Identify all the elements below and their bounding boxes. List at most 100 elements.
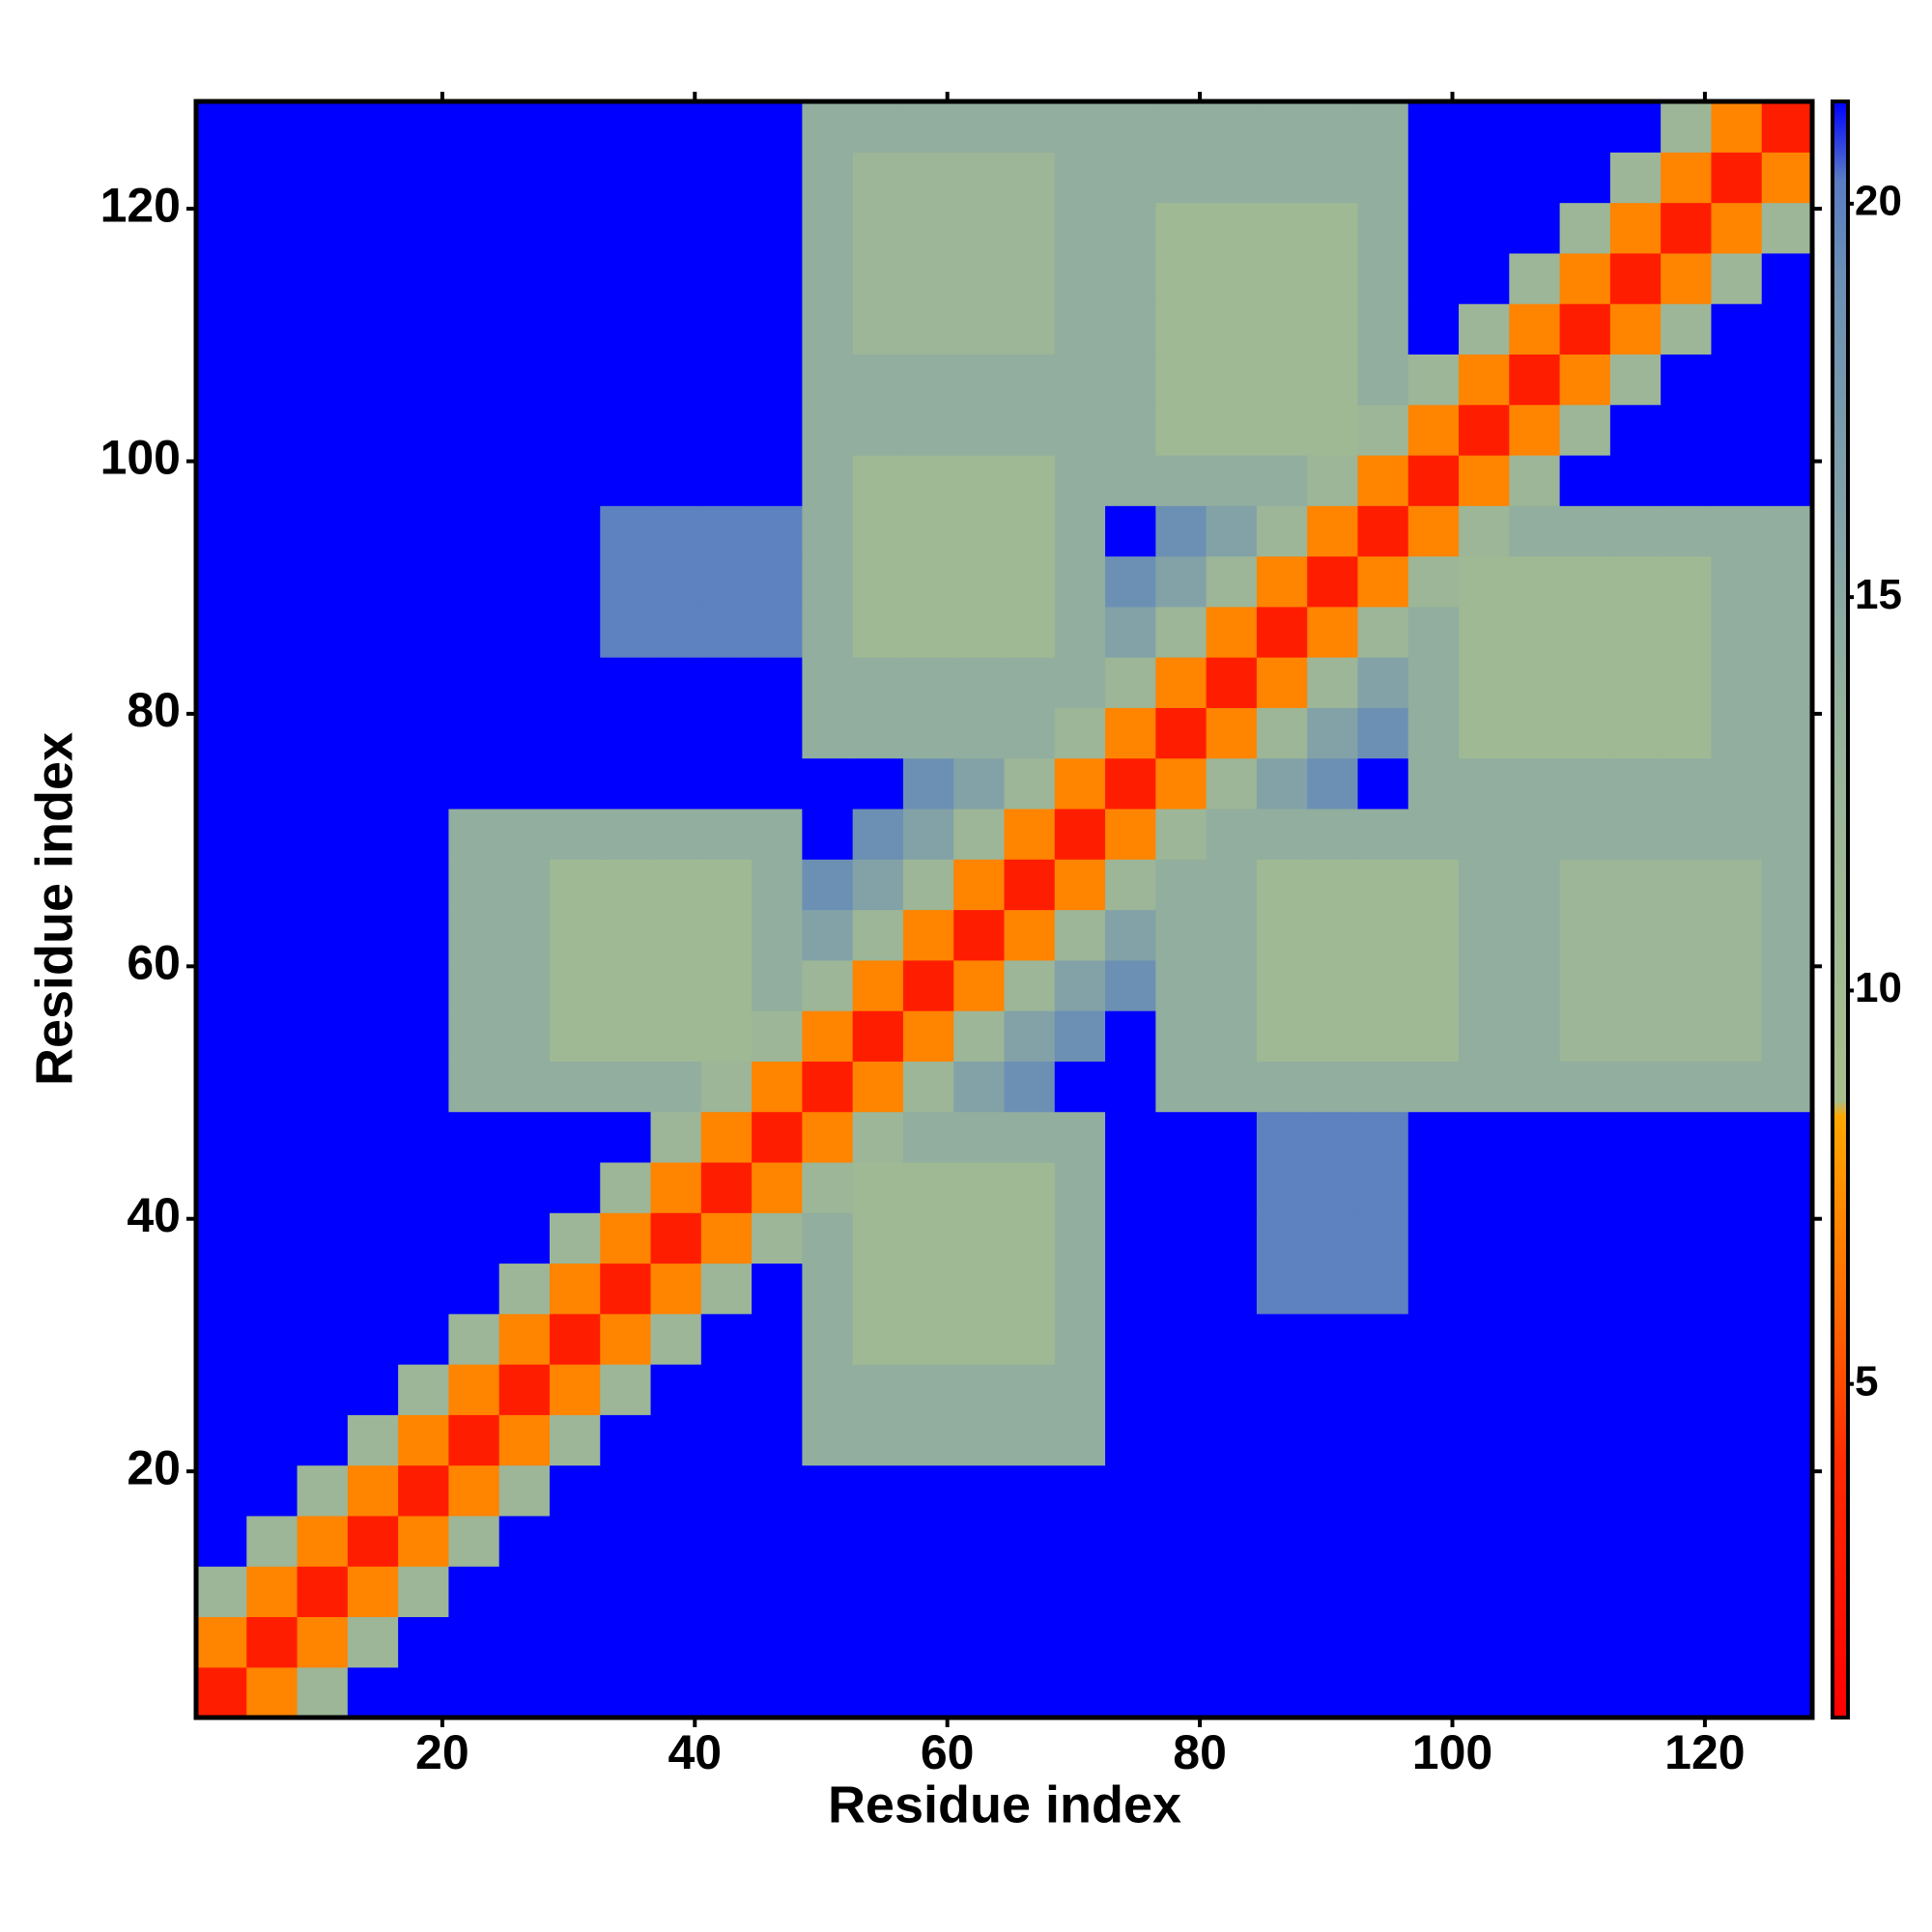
heatmap-cell bbox=[902, 252, 954, 304]
heatmap-cell bbox=[1004, 1414, 1056, 1466]
heatmap-cell bbox=[196, 1364, 247, 1415]
heatmap-cell bbox=[650, 1061, 702, 1113]
heatmap-cell bbox=[600, 959, 652, 1011]
heatmap-cell bbox=[752, 152, 803, 204]
heatmap-cell bbox=[752, 1263, 803, 1315]
heatmap-cell bbox=[902, 1212, 954, 1264]
heatmap-cell bbox=[196, 252, 247, 304]
heatmap-cell bbox=[498, 505, 551, 557]
heatmap-cell bbox=[1661, 757, 1713, 810]
heatmap-cell bbox=[1559, 404, 1611, 456]
heatmap-cell bbox=[1357, 657, 1409, 708]
heatmap-cell bbox=[1407, 1212, 1460, 1264]
heatmap-cell bbox=[1559, 1515, 1611, 1567]
heatmap-cell bbox=[953, 101, 1006, 153]
heatmap-cell bbox=[1004, 909, 1056, 961]
heatmap-cell bbox=[1357, 1515, 1409, 1567]
heatmap-cell bbox=[498, 1364, 551, 1415]
heatmap-cell bbox=[1105, 657, 1156, 708]
heatmap-cell bbox=[1459, 1364, 1510, 1415]
heatmap-cell bbox=[347, 152, 399, 204]
heatmap-cell bbox=[852, 354, 904, 406]
heatmap-cell bbox=[347, 454, 399, 506]
heatmap-cell bbox=[1509, 757, 1561, 810]
heatmap-cell bbox=[852, 252, 904, 304]
heatmap-cell bbox=[1256, 1616, 1308, 1668]
heatmap-cell bbox=[347, 1364, 399, 1415]
heatmap-cell bbox=[1661, 859, 1713, 911]
heatmap-cell bbox=[549, 808, 601, 860]
heatmap-cell bbox=[1307, 152, 1359, 204]
heatmap-cell bbox=[1459, 1111, 1510, 1163]
heatmap-cell bbox=[1256, 657, 1308, 708]
heatmap-cell bbox=[196, 1010, 247, 1062]
heatmap-cell bbox=[1609, 1212, 1662, 1264]
heatmap-cell bbox=[347, 303, 399, 355]
heatmap-cell bbox=[398, 1263, 450, 1315]
heatmap-cell bbox=[1004, 555, 1056, 608]
heatmap-cell bbox=[246, 454, 298, 506]
heatmap-cell bbox=[852, 859, 904, 911]
heatmap-cell bbox=[752, 202, 803, 254]
heatmap-cell bbox=[1609, 303, 1662, 355]
heatmap-cell bbox=[196, 657, 247, 708]
heatmap-cell bbox=[1004, 1515, 1056, 1567]
heatmap-cell bbox=[1761, 657, 1813, 708]
heatmap-cell bbox=[700, 1616, 753, 1668]
heatmap-cell bbox=[1155, 1161, 1208, 1213]
heatmap-cell bbox=[852, 1212, 904, 1264]
heatmap-cell bbox=[297, 1161, 349, 1213]
heatmap-cell bbox=[1155, 1212, 1208, 1264]
heatmap-cell bbox=[448, 1515, 500, 1567]
heatmap-cell bbox=[752, 1212, 803, 1264]
heatmap-cell bbox=[1004, 657, 1056, 708]
heatmap-cell bbox=[1307, 505, 1359, 557]
heatmap-cell bbox=[902, 1414, 954, 1466]
heatmap-cell bbox=[752, 1313, 803, 1365]
heatmap-cell bbox=[1459, 1161, 1510, 1213]
heatmap-cell bbox=[1459, 454, 1510, 506]
heatmap-cell bbox=[902, 202, 954, 254]
heatmap-cell bbox=[347, 101, 399, 153]
heatmap-cell bbox=[297, 152, 349, 204]
heatmap-cell bbox=[1307, 555, 1359, 608]
heatmap-cell bbox=[347, 1263, 399, 1315]
heatmap-cell bbox=[1407, 1414, 1460, 1466]
heatmap-cell bbox=[852, 1010, 904, 1062]
heatmap-cell bbox=[1509, 1566, 1561, 1618]
heatmap-cell bbox=[196, 202, 247, 254]
heatmap-cell bbox=[902, 859, 954, 911]
heatmap-cell bbox=[1661, 606, 1713, 658]
heatmap-cell bbox=[1307, 354, 1359, 406]
heatmap-cell bbox=[1105, 1161, 1156, 1213]
heatmap-cell bbox=[297, 707, 349, 759]
heatmap-cell bbox=[1357, 354, 1409, 406]
heatmap-cell bbox=[1407, 202, 1460, 254]
heatmap-cell bbox=[1761, 808, 1813, 860]
heatmap-cell bbox=[1559, 454, 1611, 506]
heatmap-cell bbox=[398, 555, 450, 608]
heatmap-cell bbox=[1206, 555, 1258, 608]
heatmap-cell bbox=[1761, 757, 1813, 810]
heatmap-cell bbox=[1609, 707, 1662, 759]
heatmap-cell bbox=[196, 757, 247, 810]
heatmap-cell bbox=[196, 1212, 247, 1264]
heatmap-cell bbox=[902, 152, 954, 204]
heatmap-cell bbox=[1206, 1616, 1258, 1668]
heatmap-cell bbox=[1357, 505, 1409, 557]
heatmap-cell bbox=[1256, 1061, 1308, 1113]
heatmap-cell bbox=[398, 757, 450, 810]
heatmap-cell bbox=[650, 152, 702, 204]
heatmap-cell bbox=[1711, 606, 1763, 658]
heatmap-cell bbox=[1711, 152, 1763, 204]
heatmap-cell bbox=[1054, 1212, 1106, 1264]
heatmap-cell bbox=[498, 1313, 551, 1365]
heatmap-cell bbox=[1307, 1061, 1359, 1113]
heatmap-cell bbox=[498, 1414, 551, 1466]
heatmap-cell bbox=[1509, 303, 1561, 355]
heatmap-cell bbox=[1609, 1616, 1662, 1668]
heatmap-cell bbox=[1357, 707, 1409, 759]
heatmap-cell bbox=[650, 1212, 702, 1264]
heatmap-cell bbox=[1761, 1666, 1813, 1719]
heatmap-cell bbox=[297, 404, 349, 456]
